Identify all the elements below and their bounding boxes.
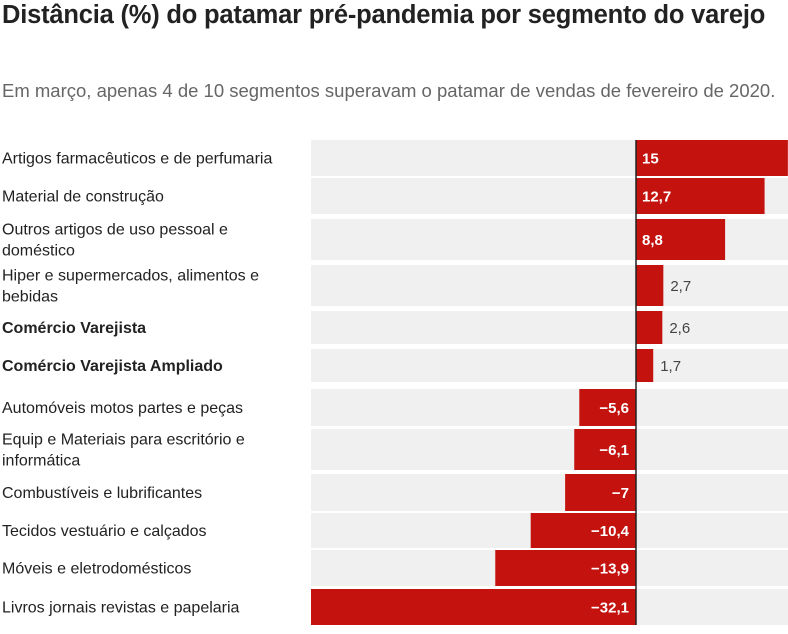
bar [636, 349, 654, 382]
data-label: −6,1 [599, 442, 629, 459]
category-label: Equip e Materiais para escritório e infor… [2, 432, 245, 470]
category-label: Livros jornais revistas e papelaria [2, 600, 240, 617]
row-background [311, 429, 788, 470]
data-label: 8,8 [642, 232, 663, 249]
data-label: −32,1 [591, 600, 629, 617]
category-label: Outros artigos de uso pessoal e doméstico [2, 222, 228, 260]
category-label: Combustíveis e lubrificantes [2, 485, 202, 502]
bar [636, 178, 765, 214]
data-label: 2,6 [669, 320, 690, 337]
row-background [311, 265, 788, 306]
category-label: Automóveis motos partes e peças [2, 400, 243, 417]
data-label: −13,9 [591, 561, 629, 578]
chart-title: Distância (%) do patamar pré-pandemia po… [2, 1, 766, 29]
bar [579, 389, 636, 426]
data-label: −5,6 [599, 400, 629, 417]
category-label: Hiper e supermercados, alimentos e bebida… [2, 268, 259, 306]
bar [636, 219, 726, 260]
data-label: 12,7 [642, 189, 671, 206]
data-label: −10,4 [591, 523, 630, 540]
row-background [311, 474, 788, 511]
category-label: Comércio Varejista [2, 320, 146, 337]
category-label: Material de construção [2, 189, 164, 206]
bar [530, 513, 636, 548]
data-label: 15 [642, 151, 659, 168]
bar [574, 429, 636, 470]
data-label: 1,7 [660, 358, 681, 375]
row-background [311, 311, 788, 344]
bar [495, 550, 636, 586]
bar [636, 140, 788, 176]
bar [565, 474, 636, 511]
category-label: Móveis e eletrodomésticos [2, 561, 191, 578]
row-background [311, 349, 788, 382]
bar [636, 265, 664, 306]
data-label: 2,7 [670, 278, 691, 295]
category-label: Tecidos vestuário e calçados [2, 523, 207, 540]
chart-subtitle: Em março, apenas 4 de 10 segmentos super… [2, 80, 776, 101]
data-label: −7 [612, 485, 629, 502]
bar [311, 589, 636, 625]
row-background [311, 389, 788, 426]
category-label: Artigos farmacêuticos e de perfumaria [2, 151, 272, 168]
bar [636, 311, 663, 344]
category-label: Comércio Varejista Ampliado [2, 358, 223, 375]
